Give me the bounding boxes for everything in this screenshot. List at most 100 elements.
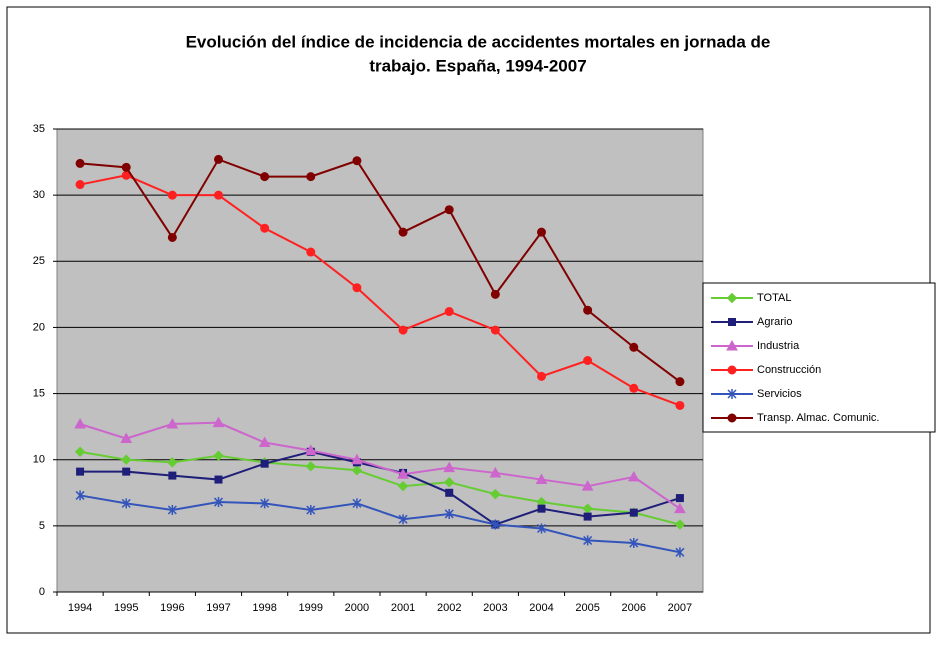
marker [581, 480, 594, 491]
marker [444, 205, 454, 215]
series-line [79, 421, 681, 510]
marker [397, 468, 409, 479]
series-line [79, 494, 681, 554]
marker [351, 453, 363, 465]
x-tick-label: 2001 [391, 602, 415, 614]
marker [304, 444, 317, 455]
y-tick-label: 15 [33, 387, 45, 399]
y-tick-label: 0 [39, 586, 45, 598]
y-tick-label: 35 [33, 123, 45, 135]
marker [727, 389, 737, 399]
marker [214, 475, 223, 484]
marker [444, 307, 454, 317]
marker [537, 371, 546, 381]
marker [535, 473, 548, 485]
marker [213, 497, 224, 508]
marker [76, 467, 85, 476]
marker [351, 465, 363, 476]
y-tick-label: 30 [33, 189, 45, 201]
marker [727, 413, 737, 423]
marker [167, 504, 177, 515]
x-tick-label: 2004 [529, 602, 553, 614]
marker [121, 162, 131, 172]
marker [260, 172, 270, 182]
marker [75, 490, 85, 501]
marker [583, 535, 593, 546]
legend-label: Industria [757, 340, 800, 352]
legend-label: Servicios [757, 388, 802, 400]
marker [75, 180, 85, 190]
marker [166, 417, 179, 429]
marker [675, 377, 685, 387]
marker [121, 498, 131, 509]
marker [674, 502, 686, 514]
legend-label: Agrario [757, 316, 792, 328]
marker [728, 318, 736, 326]
marker [167, 232, 177, 242]
marker [445, 488, 454, 497]
marker [444, 476, 455, 488]
marker [583, 305, 593, 315]
marker [306, 247, 316, 257]
legend-label: Transp. Almac. Comunic. [757, 412, 879, 424]
marker [627, 470, 640, 482]
marker [629, 383, 639, 393]
x-tick-label: 1998 [252, 602, 276, 614]
legend-label: Construcción [757, 364, 821, 376]
marker [490, 488, 501, 500]
marker [75, 158, 85, 168]
marker [675, 494, 684, 503]
marker [629, 538, 639, 549]
marker [489, 466, 502, 478]
marker [629, 508, 638, 517]
marker [727, 365, 737, 375]
marker [398, 227, 408, 237]
legend-box [702, 282, 936, 433]
marker [490, 325, 500, 335]
marker [120, 432, 133, 444]
x-tick-label: 1995 [114, 602, 138, 614]
marker [675, 400, 685, 410]
marker [306, 172, 316, 182]
x-tick-label: 2005 [575, 602, 599, 614]
marker [74, 446, 86, 457]
marker [675, 547, 685, 558]
marker [305, 461, 316, 472]
plot-area [56, 128, 704, 593]
marker [122, 467, 131, 476]
x-tick-label: 2000 [345, 602, 369, 614]
y-tick-label: 20 [33, 321, 45, 333]
marker [258, 436, 271, 448]
x-tick-label: 1994 [68, 602, 92, 614]
x-tick-label: 2006 [622, 602, 646, 614]
series-line [79, 174, 681, 407]
marker [168, 471, 177, 480]
marker [260, 223, 270, 233]
y-tick-label: 5 [39, 520, 45, 532]
marker [397, 480, 409, 492]
marker [260, 498, 270, 509]
x-tick-label: 2002 [437, 602, 461, 614]
marker [444, 508, 454, 519]
marker [260, 459, 269, 468]
marker [213, 450, 224, 461]
series-line [79, 450, 681, 526]
marker [726, 292, 738, 304]
chart-title: Evolución del índice de incidencia de ac… [186, 32, 771, 51]
marker [583, 512, 592, 521]
x-tick-label: 1997 [206, 602, 230, 614]
y-tick-label: 10 [33, 454, 45, 466]
legend-label: TOTAL [757, 292, 791, 304]
marker [398, 514, 408, 525]
marker [726, 339, 738, 351]
marker [537, 227, 546, 237]
marker [167, 190, 177, 200]
marker [121, 454, 132, 465]
marker [583, 356, 593, 365]
marker [167, 457, 178, 468]
marker [536, 523, 547, 534]
x-tick-label: 1999 [299, 602, 323, 614]
series-line [79, 158, 681, 383]
chart-title: trabajo. España, 1994-2007 [369, 56, 586, 75]
